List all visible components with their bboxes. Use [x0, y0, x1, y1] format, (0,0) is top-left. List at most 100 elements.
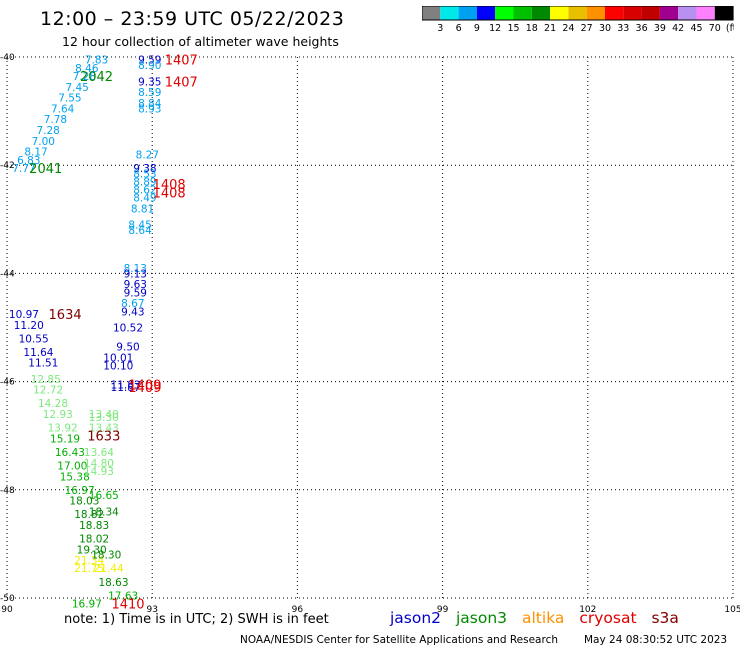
wave-height-label: 11.51 [28, 358, 58, 370]
wave-height-label: 8.89 [133, 176, 156, 188]
legend-tick-label: 39 [654, 23, 666, 34]
credit-line: NOAA/NESDIS Center for Satellite Applica… [240, 634, 740, 646]
pass-time-label: 1409 [128, 378, 161, 393]
legend-swatch [714, 6, 734, 20]
wave-height-label: 8.17 [24, 147, 47, 159]
wave-height-label: 11.64 [23, 347, 53, 359]
wave-height-label: 9.35 [138, 76, 161, 88]
wave-height-label: 15.19 [50, 433, 80, 445]
wave-height-label: 13.30 [89, 412, 119, 424]
x-tick-label: 105 [724, 605, 740, 615]
wave-height-label: 8.67 [121, 298, 144, 310]
legend-swatch [568, 6, 587, 20]
wave-height-label: 18.82 [74, 509, 104, 521]
legend-tick-label: 18 [526, 23, 538, 34]
wave-height-label: 10.10 [103, 360, 133, 372]
x-tick-label: 96 [292, 605, 304, 615]
wave-height-label: 10.01 [103, 352, 133, 364]
x-tick-label: 99 [437, 605, 449, 615]
legend-swatch [586, 6, 605, 20]
legend-tick-label: 70 [709, 23, 721, 34]
wave-height-label: 16.97 [65, 485, 95, 497]
wave-height-label: 7.45 [65, 82, 88, 94]
wave-height-label: 8.62 [133, 185, 156, 197]
legend-swatch [623, 6, 642, 20]
legend-tick-label: 24 [562, 23, 574, 34]
wave-height-label: 7.77 [12, 163, 35, 175]
legend-frame [422, 6, 734, 21]
wave-height-label: 9.59 [124, 287, 147, 299]
satellite-cryosat: cryosat [579, 609, 637, 627]
legend-swatch [659, 6, 679, 20]
legend-swatch [641, 6, 660, 20]
legend-swatch [605, 6, 624, 20]
wave-height-label: 8.46 [75, 63, 99, 75]
wave-height-label: 21.75 [74, 563, 104, 575]
wave-height-label: 18.02 [79, 533, 109, 545]
wave-height-label: 21.34 [74, 555, 104, 567]
wave-height-label: 13.64 [84, 447, 114, 459]
wave-height-label: 8.45 [128, 220, 151, 232]
satellite-jason2: jason2 [390, 609, 442, 627]
wave-height-label: 7.28 [73, 71, 96, 83]
legend-tick-label: 12 [489, 23, 501, 34]
wave-height-label: 6.83 [17, 155, 40, 167]
legend-tick-label: 36 [636, 23, 648, 34]
wave-height-label: 13.40 [89, 409, 119, 421]
legend-tick-label: (ft) [726, 23, 734, 34]
wave-height-label: 7.28 [36, 125, 59, 137]
pass-time-label: 1409 [128, 381, 161, 396]
wave-height-label: 7.64 [51, 103, 75, 115]
credit-timestamp: May 24 08:30:52 UTC 2023 [584, 634, 728, 646]
legend-swatch [495, 6, 514, 20]
legend-swatch [531, 6, 551, 20]
wave-height-label: 8.81 [131, 203, 154, 215]
wave-height-label: 8.59 [138, 87, 161, 99]
wave-height-label: 7.78 [44, 114, 67, 126]
wave-height-label: 12.85 [31, 374, 61, 386]
wave-height-label: 13.43 [89, 423, 119, 435]
wave-height-label: 16.43 [55, 447, 85, 459]
pass-time-label: 2042 [80, 70, 113, 85]
wave-height-label: 12.93 [43, 409, 73, 421]
legend-swatch [550, 6, 569, 20]
legend-tick-label: 33 [617, 23, 629, 34]
wave-height-label: 7.83 [85, 55, 108, 67]
wave-height-label: 11.87 [111, 382, 141, 394]
wave-height-label: 9.43 [121, 306, 144, 318]
pass-time-label: 2041 [29, 162, 62, 177]
y-tick-label: -44 [0, 269, 15, 279]
wave-height-label: 18.63 [98, 577, 128, 589]
wave-height-label: 7.55 [58, 93, 81, 105]
wave-height-label: 9.63 [124, 279, 147, 291]
footnote-text: note: 1) Time is in UTC; 2) SWH is in fe… [64, 612, 329, 627]
wave-height-label: 14.28 [38, 398, 68, 410]
legend-tick-label: 27 [581, 23, 593, 34]
wave-height-label: 9.50 [116, 341, 139, 353]
wave-height-label: 10.52 [113, 323, 143, 335]
pass-time-label: 1633 [87, 430, 120, 445]
satellite-jason3: jason3 [456, 609, 508, 627]
wave-height-label: 9.13 [124, 268, 147, 280]
wave-height-label: 10.55 [19, 333, 49, 345]
legend-tick-label: 3 [437, 23, 443, 34]
wave-height-label: 8.90 [138, 60, 161, 72]
legend-tick-label: 6 [456, 23, 462, 34]
satellite-s3a: s3a [651, 609, 679, 627]
wave-height-label: 8.13 [124, 263, 147, 275]
y-tick-label: -50 [0, 594, 15, 604]
legend-tick-label: 9 [474, 23, 480, 34]
pass-time-label: 1407 [165, 54, 198, 69]
legend-tick-label: 45 [690, 23, 702, 34]
satellite-altika: altika [522, 609, 565, 627]
pass-time-label: 1408 [153, 178, 186, 193]
wave-height-label: 15.38 [60, 471, 90, 483]
wave-height-label: 8.27 [136, 149, 159, 161]
y-tick-label: -42 [0, 161, 15, 171]
chart-title: 12:00 – 23:59 UTC 05/22/2023 [40, 8, 345, 30]
wave-height-label: 17.63 [108, 590, 138, 602]
y-tick-label: -46 [0, 378, 15, 388]
wave-height-label: 13.92 [48, 423, 78, 435]
